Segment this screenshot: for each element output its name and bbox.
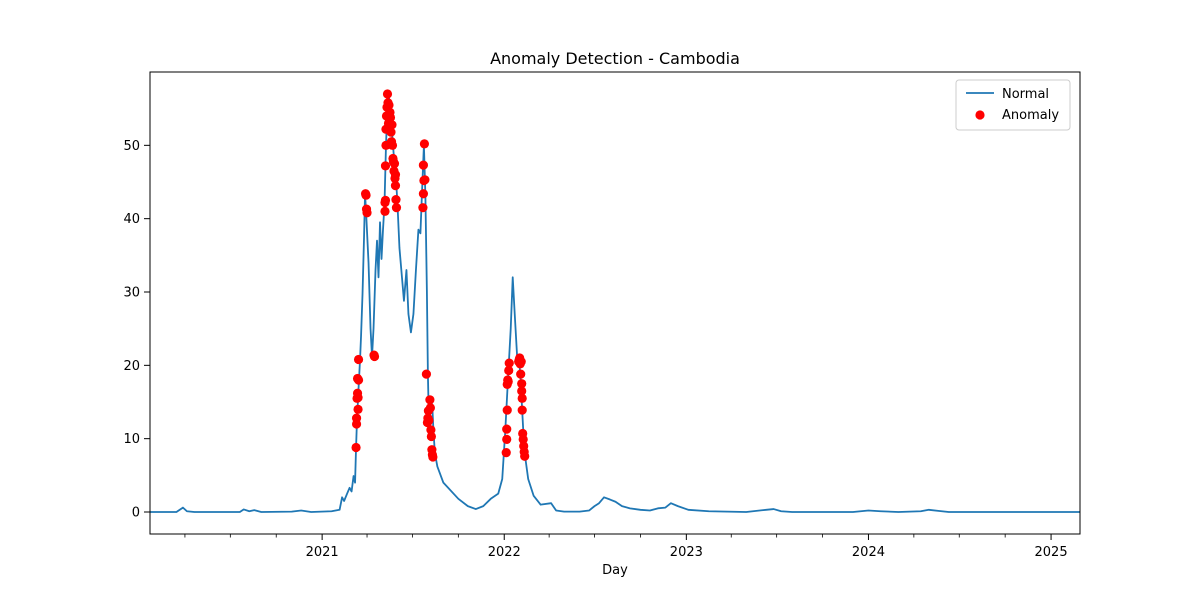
y-tick-label: 40: [123, 212, 140, 227]
anomaly-point: [419, 139, 430, 149]
y-axis-ticks: 0 10 20 30 40 50: [123, 139, 150, 521]
anomaly-point: [516, 357, 526, 367]
anomaly-point: [418, 160, 429, 170]
anomaly-point: [517, 386, 527, 396]
anomaly-point: [418, 189, 429, 199]
anomaly-point: [424, 415, 434, 425]
anomaly-point: [425, 403, 435, 413]
anomaly-point: [391, 195, 401, 205]
anomaly-point: [387, 120, 397, 130]
y-tick-label: 30: [123, 286, 140, 301]
x-axis-title: Day: [602, 563, 628, 578]
anomaly-point: [390, 170, 401, 180]
anomaly-point: [387, 140, 398, 150]
anomaly-point: [380, 206, 390, 216]
anomaly-point: [501, 448, 511, 458]
anomaly-point: [386, 127, 396, 137]
anomaly-point: [385, 112, 396, 123]
anomaly-point: [362, 208, 372, 218]
anomaly-point: [380, 161, 391, 171]
anomaly-point: [517, 393, 527, 403]
anomaly-point: [502, 405, 512, 415]
x-tick-label: 2025: [1035, 545, 1068, 560]
x-tick-label: 2022: [488, 545, 521, 560]
anomaly-point: [389, 159, 400, 169]
anomaly-point: [503, 376, 513, 387]
anomaly-point: [504, 358, 514, 368]
anomaly-point: [353, 354, 364, 365]
anomaly-point: [502, 424, 512, 434]
x-tick-label: 2021: [306, 545, 339, 560]
x-tick-label: 2023: [670, 545, 703, 560]
anomaly-point: [426, 431, 436, 442]
anomaly-point: [504, 365, 514, 376]
y-tick-label: 20: [123, 359, 140, 374]
anomaly-point: [425, 395, 435, 405]
chart-title: Anomaly Detection - Cambodia: [490, 49, 740, 68]
anomaly-point: [517, 405, 527, 415]
anomaly-point: [353, 404, 363, 414]
series-line-normal: [150, 93, 1080, 513]
plot-frame: [149, 71, 1081, 535]
anomaly-point: [353, 393, 363, 403]
anomaly-point: [353, 375, 364, 385]
x-tick-label: 2024: [852, 545, 885, 560]
anomaly-point: [502, 434, 512, 444]
anomaly-point: [426, 425, 436, 435]
anomaly-point: [518, 434, 528, 444]
anomaly-point: [390, 181, 401, 191]
anomaly-point: [391, 203, 402, 213]
anomaly-point: [421, 369, 432, 379]
anomaly-point: [428, 452, 438, 462]
anomaly-point: [369, 351, 380, 362]
anomaly-point: [520, 451, 530, 461]
legend-label-normal: Normal: [1002, 87, 1049, 102]
y-tick-label: 0: [132, 506, 140, 521]
legend: Normal Anomaly: [955, 79, 1071, 131]
y-tick-label: 10: [123, 432, 140, 447]
anomaly-point: [382, 89, 393, 99]
plot-area: [149, 71, 1081, 535]
y-tick-label: 50: [123, 139, 140, 154]
anomaly-point: [361, 190, 371, 200]
anomaly-point: [420, 175, 430, 185]
anomaly-point: [351, 413, 362, 423]
anomaly-point: [516, 369, 526, 379]
anomaly-point: [517, 379, 527, 389]
anomaly-point: [351, 442, 361, 453]
x-axis-ticks: 2021 2022 2023 2024 2025: [184, 534, 1068, 560]
legend-label-anomaly: Anomaly: [1002, 108, 1059, 123]
anomaly-point: [384, 100, 394, 110]
anomaly-point: [418, 203, 428, 213]
legend-swatch-anomaly: [975, 110, 985, 120]
anomaly-point: [380, 195, 391, 205]
